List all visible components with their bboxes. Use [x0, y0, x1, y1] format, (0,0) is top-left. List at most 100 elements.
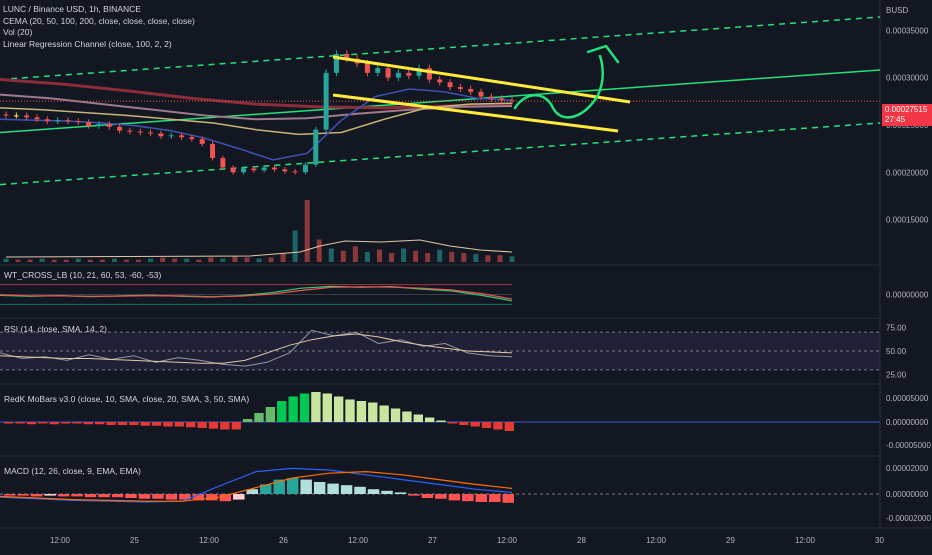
candle-body — [416, 68, 422, 76]
volume-bar — [316, 239, 322, 262]
macd-hist-bar — [394, 492, 407, 494]
macd-hist-bar — [435, 494, 447, 499]
mobars-bar — [174, 422, 185, 427]
candle-body — [106, 123, 112, 127]
macd-hist-bar — [286, 478, 299, 494]
mobars-bar — [368, 402, 378, 422]
macd-hist-bar — [206, 494, 218, 501]
macd-hist-bar — [421, 494, 434, 498]
time-axis-tick: 12:00 — [50, 536, 71, 545]
macd-hist-bar — [300, 479, 312, 494]
candle-body — [251, 168, 257, 171]
main-legend: LUNC / Binance USD, 1h, BINANCE CEMA (20… — [3, 4, 195, 50]
macd-hist-bar — [340, 485, 353, 494]
mobars-bar — [254, 413, 264, 422]
time-axis-tick: 12:00 — [497, 536, 518, 545]
candle-body — [364, 63, 370, 73]
price-axis-tick: 0.00015000 — [886, 216, 929, 225]
volume-bar — [485, 255, 491, 262]
mobars-axis-tick: -0.00005000 — [886, 441, 931, 450]
macd-hist-bar — [17, 494, 29, 496]
volume-bar — [292, 230, 298, 262]
mobars-bar — [242, 419, 253, 422]
candle-body — [34, 117, 40, 120]
macd-hist-bar — [98, 494, 110, 498]
volume-bar — [232, 256, 238, 262]
candle-body — [447, 82, 453, 88]
last-price-value: 0.00027515 — [885, 105, 928, 114]
legend-cema[interactable]: CEMA (20, 50, 100, 200, close, close, cl… — [3, 15, 195, 26]
candle-body — [468, 88, 474, 92]
volume-bar — [413, 250, 419, 262]
mobars-bar — [151, 422, 162, 426]
volume-bar — [148, 258, 154, 262]
volume-bar — [184, 258, 190, 262]
macd-signal-line — [0, 470, 513, 502]
macd-title[interactable]: MACD (12, 26, close, 9, EMA, EMA) — [4, 466, 141, 476]
ema100-line — [0, 93, 513, 121]
volume-bar — [63, 259, 69, 262]
candle-body — [117, 126, 123, 131]
candle-body — [282, 169, 288, 172]
macd-axis-tick: -0.00002000 — [886, 514, 931, 523]
candle-body — [148, 132, 154, 134]
macd-hist-bar — [138, 494, 151, 499]
macd-hist-bar — [192, 494, 205, 501]
regression-lower-band — [0, 122, 881, 186]
macd-axis-tick: 0.00002000 — [886, 464, 929, 473]
volume-bar — [256, 258, 262, 262]
volume-bar — [27, 259, 33, 262]
legend-vol[interactable]: Vol (20) — [3, 27, 33, 37]
volume-bar — [15, 259, 21, 262]
volume-bar — [376, 249, 382, 262]
volume-bar — [364, 251, 370, 262]
mobars-bar — [333, 396, 344, 422]
volume-bar — [3, 258, 9, 262]
time-axis-tick: 12:00 — [795, 536, 816, 545]
volume-bar — [473, 254, 479, 262]
mobars-bar — [140, 422, 150, 426]
candle-body — [44, 119, 50, 122]
mobars-bar — [129, 422, 139, 425]
mobars-bar — [60, 422, 71, 424]
wt-cross-title[interactable]: WT_CROSS_LB (10, 21, 60, 53, -60, -53) — [4, 270, 162, 280]
time-axis-tick: 30 — [875, 536, 884, 545]
volume-bar — [111, 258, 117, 262]
volume-bar — [39, 258, 45, 262]
macd-hist-bar — [84, 494, 97, 498]
candle-body — [189, 137, 195, 140]
macd-hist-bar — [475, 494, 488, 502]
candle-body — [302, 164, 308, 173]
mobars-bar — [447, 422, 458, 424]
symbol-title[interactable]: LUNC / Binance USD, 1h, BINANCE — [3, 4, 141, 14]
volume-bar — [51, 259, 57, 262]
mobars-bar — [356, 401, 367, 422]
mobars-title[interactable]: RedK MoBars v3.0 (close, 10, SMA, close,… — [4, 394, 250, 404]
macd-hist-bar — [260, 484, 272, 494]
macd-hist-bar — [219, 494, 232, 502]
mobars-bar — [15, 422, 25, 424]
channel-upper-drawing — [332, 55, 631, 104]
mobars-bar — [436, 420, 446, 422]
mobars-bar — [277, 401, 287, 422]
macd-hist-bar — [273, 479, 285, 494]
rsi-title[interactable]: RSI (14, close, SMA, 14, 2) — [4, 324, 107, 334]
time-axis-tick: 29 — [726, 536, 735, 545]
volume-bar — [401, 248, 407, 262]
macd-hist-bar — [502, 494, 514, 503]
mobars-bar — [208, 422, 219, 429]
candle-body — [13, 115, 19, 117]
volume-bar — [304, 200, 310, 262]
candle-body — [499, 98, 505, 101]
mobars-bar — [413, 414, 423, 422]
candle-body — [179, 135, 185, 138]
price-axis-tick: 0.00035000 — [886, 26, 929, 35]
candle-body — [457, 87, 463, 89]
macd-hist-bar — [367, 489, 380, 494]
macd-hist-bar — [233, 494, 245, 500]
candle-body — [478, 91, 484, 97]
legend-linreg[interactable]: Linear Regression Channel (close, 100, 2… — [3, 38, 172, 49]
macd-hist-bar — [57, 494, 70, 497]
